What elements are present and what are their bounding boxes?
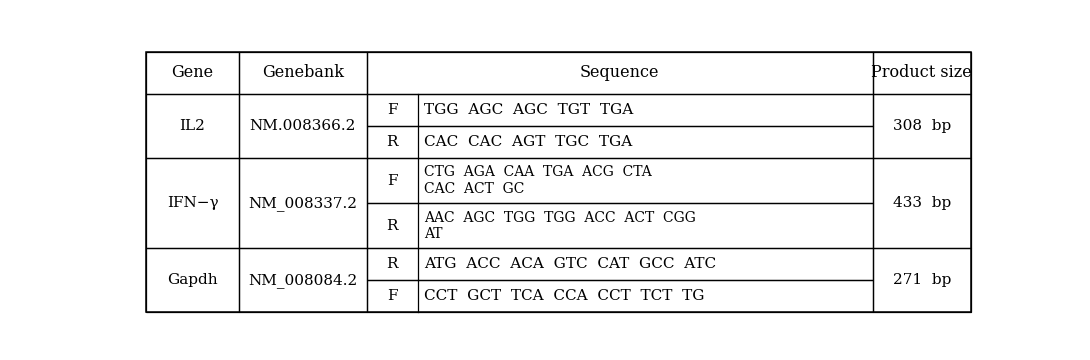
Bar — [239, 248, 366, 312]
Text: F: F — [387, 174, 398, 188]
Text: F: F — [387, 289, 398, 303]
Text: R: R — [386, 257, 398, 271]
Bar — [873, 51, 971, 94]
Bar — [366, 126, 873, 158]
Text: F: F — [387, 103, 398, 117]
Bar — [239, 94, 366, 158]
Text: CAC  CAC  AGT  TGC  TGA: CAC CAC AGT TGC TGA — [424, 135, 632, 149]
Text: AAC  AGC  TGG  TGG  ACC  ACT  CGG
AT: AAC AGC TGG TGG ACC ACT CGG AT — [424, 211, 697, 241]
Text: Sequence: Sequence — [580, 64, 659, 81]
Text: NM.008366.2: NM.008366.2 — [250, 119, 355, 133]
Text: ATG  ACC  ACA  GTC  CAT  GCC  ATC: ATG ACC ACA GTC CAT GCC ATC — [424, 257, 716, 271]
Text: NM_008337.2: NM_008337.2 — [249, 196, 358, 211]
Bar — [366, 94, 873, 126]
Text: Gapdh: Gapdh — [167, 273, 218, 287]
Bar — [146, 248, 239, 312]
Text: 271  bp: 271 bp — [893, 273, 950, 287]
Text: IL2: IL2 — [180, 119, 206, 133]
Bar — [239, 158, 366, 248]
Text: CTG  AGA  CAA  TGA  ACG  CTA
CAC  ACT  GC: CTG AGA CAA TGA ACG CTA CAC ACT GC — [424, 166, 652, 196]
Bar — [366, 51, 873, 94]
Bar — [239, 51, 366, 94]
Text: CCT  GCT  TCA  CCA  CCT  TCT  TG: CCT GCT TCA CCA CCT TCT TG — [424, 289, 705, 303]
Text: IFN−γ: IFN−γ — [167, 196, 218, 210]
Bar — [873, 94, 971, 158]
Bar — [366, 280, 873, 312]
Text: 308  bp: 308 bp — [893, 119, 950, 133]
Text: Gene: Gene — [171, 64, 214, 81]
Text: R: R — [386, 135, 398, 149]
Bar — [366, 248, 873, 280]
Text: NM_008084.2: NM_008084.2 — [249, 273, 358, 288]
Text: TGG  AGC  AGC  TGT  TGA: TGG AGC AGC TGT TGA — [424, 103, 633, 117]
Bar — [366, 203, 873, 248]
Bar — [146, 51, 239, 94]
Bar — [873, 248, 971, 312]
Bar — [873, 158, 971, 248]
Bar — [146, 158, 239, 248]
Text: R: R — [386, 219, 398, 233]
Bar — [146, 94, 239, 158]
Text: 433  bp: 433 bp — [893, 196, 950, 210]
Text: Product size: Product size — [871, 64, 972, 81]
Text: Genebank: Genebank — [262, 64, 343, 81]
Bar — [366, 158, 873, 203]
